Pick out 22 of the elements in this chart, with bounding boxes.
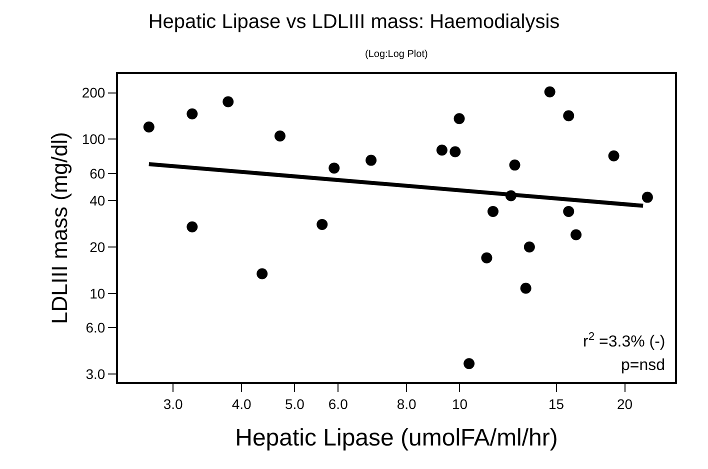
- y-tick-label: 200: [82, 84, 106, 101]
- y-tick-label: 60: [90, 165, 106, 182]
- x-tick-label: 20: [616, 396, 633, 412]
- y-tick-label: 10: [90, 285, 106, 302]
- y-tick-label: 20: [90, 238, 106, 255]
- x-tick-label: 10: [452, 396, 468, 412]
- y-axis-title: LDLIII mass (mg/dl): [47, 132, 72, 324]
- y-tick-label: 100: [82, 131, 106, 148]
- x-tick-label: 15: [548, 396, 564, 412]
- y-tick-label: 40: [90, 192, 106, 208]
- x-tick-label: 4.0: [232, 396, 252, 412]
- annotation: r$^{2}$ =3.3% (-): [583, 331, 666, 351]
- x-tick-label: 6.0: [328, 396, 348, 412]
- x-tick-label: 5.0: [284, 396, 305, 412]
- y-tick-label: 6.0: [86, 319, 106, 336]
- x-tick-label: 8.0: [396, 396, 417, 412]
- chart-title: Hepatic Lipase vs LDLIII mass: Haemodialysis: [148, 11, 560, 34]
- y-tick-label: 3.0: [86, 366, 106, 382]
- chart-subtitle: (Log:Log Plot): [365, 49, 428, 60]
- x-axis-title: Hepatic Lipase (umolFA/ml/hr): [235, 424, 558, 452]
- annotation: p=nsd: [621, 357, 666, 374]
- x-tick-label: 3.0: [163, 396, 184, 412]
